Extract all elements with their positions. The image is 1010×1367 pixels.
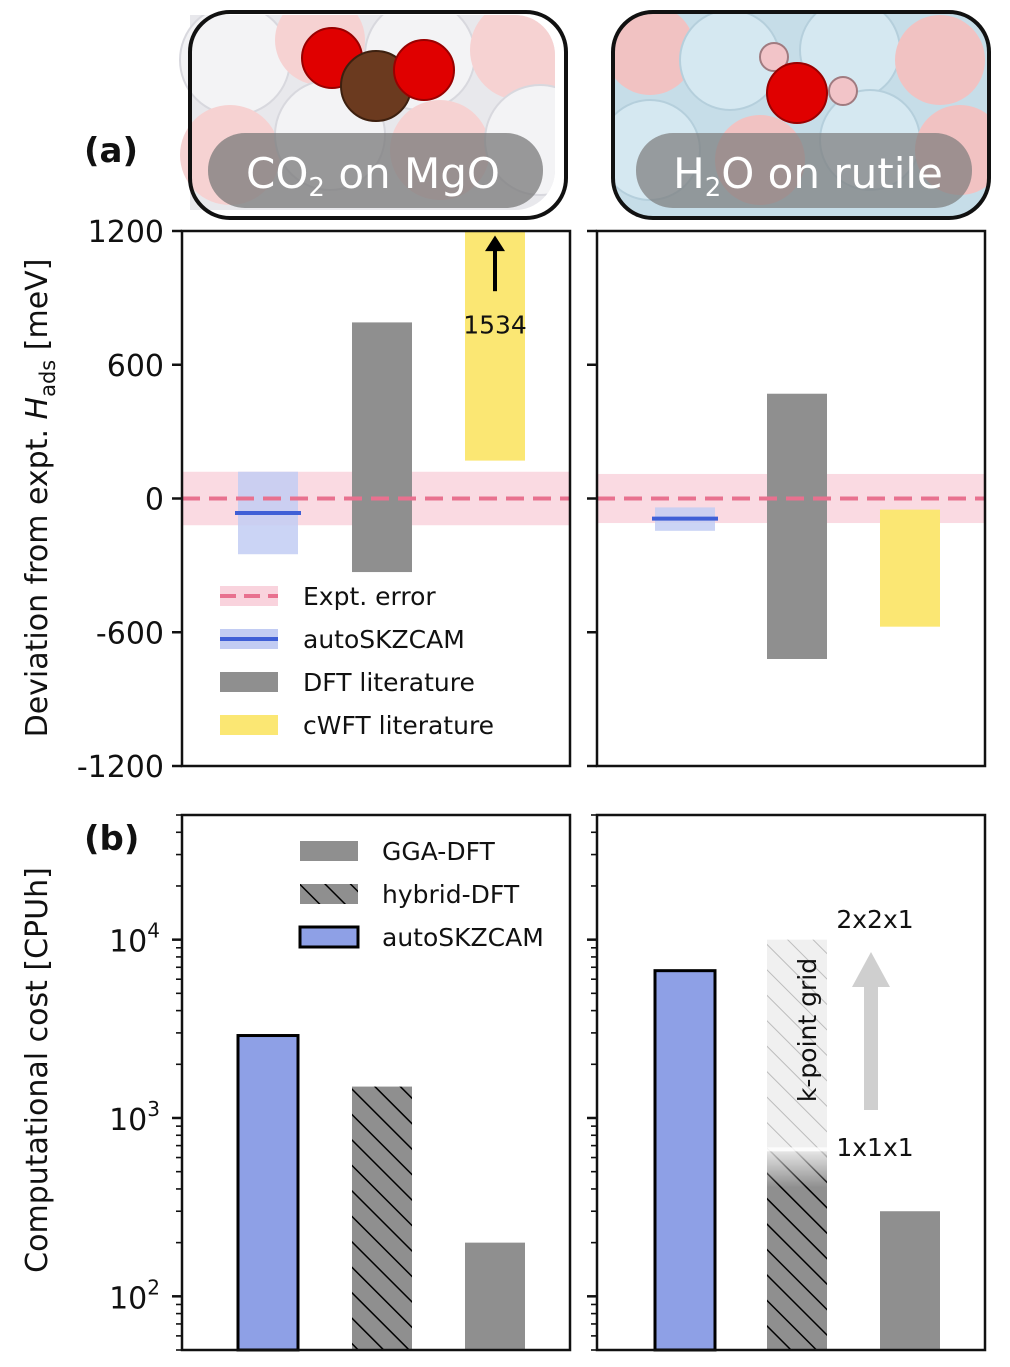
cwft-literature-bar-right xyxy=(880,509,940,627)
legend-handle-dft xyxy=(220,672,278,692)
kpoint-arrow-head xyxy=(852,952,890,987)
legend-cwft-literature: cWFT literature xyxy=(303,711,494,740)
hybrid-dft-fade-right xyxy=(767,1147,827,1188)
panel-b-letter: (b) xyxy=(84,819,139,859)
legend-hybrid-dft: hybrid-DFT xyxy=(382,880,520,909)
panel-a-y-axis-label: Deviation from expt. Hads [meV] xyxy=(20,259,60,738)
gga-dft-cost-bar-left xyxy=(465,1242,525,1350)
oxygen-atom xyxy=(393,39,455,101)
y-tick-label: 103 xyxy=(109,1097,160,1138)
legend-handle-autoskzcam xyxy=(298,925,360,949)
dft-literature-bar-left xyxy=(352,322,412,573)
oxygen-atom xyxy=(766,62,828,124)
kpoint-arrow-shaft xyxy=(864,985,878,1110)
hybrid-dft-cost-bar-left xyxy=(352,1086,412,1350)
autoskzcam-cost-bar-left xyxy=(236,1034,300,1352)
legend-autoskzcam: autoSKZCAM xyxy=(382,923,544,952)
panel-b-y-axis-label: Computational cost [CPUh] xyxy=(20,867,55,1273)
hydrogen-atom xyxy=(759,42,789,72)
panel-a-letter: (a) xyxy=(84,131,138,171)
legend-handle-gga xyxy=(300,841,358,861)
kpoint-low-label: 1x1x1 xyxy=(836,1133,913,1162)
h2o-rutile-label: H2O on rutile xyxy=(673,149,943,203)
legend-handle-hybrid xyxy=(300,884,358,904)
legend-gga-dft: GGA-DFT xyxy=(382,837,496,866)
kpoint-high-label: 2x2x1 xyxy=(836,905,913,934)
dft-literature-bar-right xyxy=(767,393,827,659)
autoskzcam-cost-bar-right xyxy=(653,969,717,1352)
y-tick-label: 0 xyxy=(145,483,164,518)
panel-b-frame-left xyxy=(180,813,572,1352)
plots: 1534 1200 600 0 -600 -1200 Expt. error autoSKZC… xyxy=(77,215,987,1352)
cwft-overflow-value: 1534 xyxy=(463,311,527,340)
legend-expt-error: Expt. error xyxy=(303,582,436,611)
legend-handle-cwft xyxy=(220,715,278,735)
legend-autoskzcam: autoSKZCAM xyxy=(303,625,465,654)
y-tick-label: 102 xyxy=(109,1275,160,1316)
y-tick-label: -1200 xyxy=(77,750,164,785)
gga-dft-cost-bar-right xyxy=(880,1211,940,1350)
kpoint-grid-label: k-point grid xyxy=(793,958,822,1102)
legend-dft-literature: DFT literature xyxy=(303,668,475,697)
co2-mgo-label: CO2 on MgO xyxy=(246,149,500,203)
y-tick-label: 600 xyxy=(107,349,164,384)
y-tick-label: 104 xyxy=(109,919,160,960)
hydrogen-atom xyxy=(828,76,858,106)
h2o-rutile-illustration: H2O on rutile xyxy=(611,10,991,220)
co2-mgo-illustration: CO2 on MgO xyxy=(179,10,568,220)
y-tick-label: -600 xyxy=(96,616,164,651)
cwft-overflow-arrow-head xyxy=(485,235,505,252)
y-tick-label: 1200 xyxy=(88,215,164,250)
panel-b-frame-right xyxy=(595,813,987,1352)
